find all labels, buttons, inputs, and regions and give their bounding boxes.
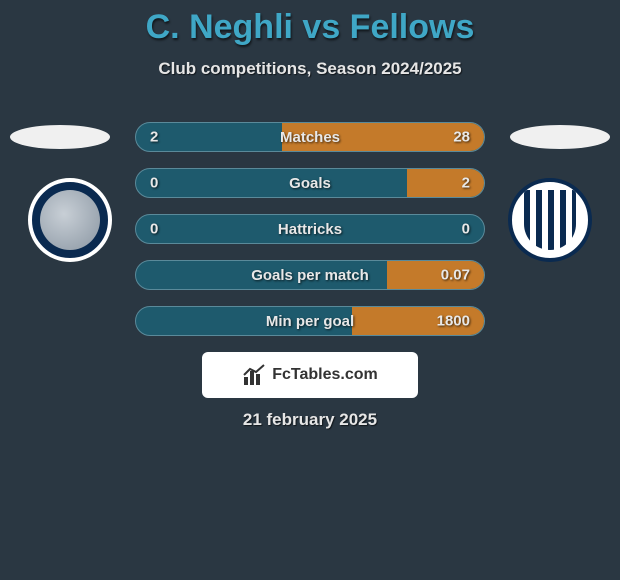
stat-label: Matches xyxy=(280,129,340,146)
stat-row-gpm: Goals per match 0.07 xyxy=(135,260,485,290)
stat-row-hattricks: 0 Hattricks 0 xyxy=(135,214,485,244)
stat-right-value: 0 xyxy=(462,221,470,238)
footer-label: FcTables.com xyxy=(272,366,378,384)
subtitle: Club competitions, Season 2024/2025 xyxy=(0,59,620,79)
page-title: C. Neghli vs Fellows xyxy=(0,0,620,47)
right-club-badge xyxy=(508,178,592,262)
stat-right-value: 2 xyxy=(462,175,470,192)
stat-right-value: 1800 xyxy=(437,313,470,330)
stat-right-value: 28 xyxy=(453,129,470,146)
left-club-badge xyxy=(28,178,112,262)
left-player-oval xyxy=(10,125,110,149)
footer-logo-box: FcTables.com xyxy=(202,352,418,398)
stat-label: Goals xyxy=(289,175,331,192)
date-label: 21 february 2025 xyxy=(0,410,620,430)
stat-row-goals: 0 Goals 2 xyxy=(135,168,485,198)
stat-left-value: 0 xyxy=(150,221,158,238)
stat-label: Hattricks xyxy=(278,221,342,238)
stat-label: Goals per match xyxy=(251,267,369,284)
stat-left-value: 0 xyxy=(150,175,158,192)
stat-label: Min per goal xyxy=(266,313,354,330)
stats-container: 2 Matches 28 0 Goals 2 0 Hattricks 0 Goa… xyxy=(135,122,485,352)
left-club-badge-inner xyxy=(40,190,100,250)
right-player-oval xyxy=(510,125,610,149)
stat-row-matches: 2 Matches 28 xyxy=(135,122,485,152)
stat-row-mpg: Min per goal 1800 xyxy=(135,306,485,336)
stat-left-value: 2 xyxy=(150,129,158,146)
stat-right-value: 0.07 xyxy=(441,267,470,284)
right-club-badge-stripes xyxy=(524,190,576,250)
bars-icon xyxy=(242,363,266,387)
